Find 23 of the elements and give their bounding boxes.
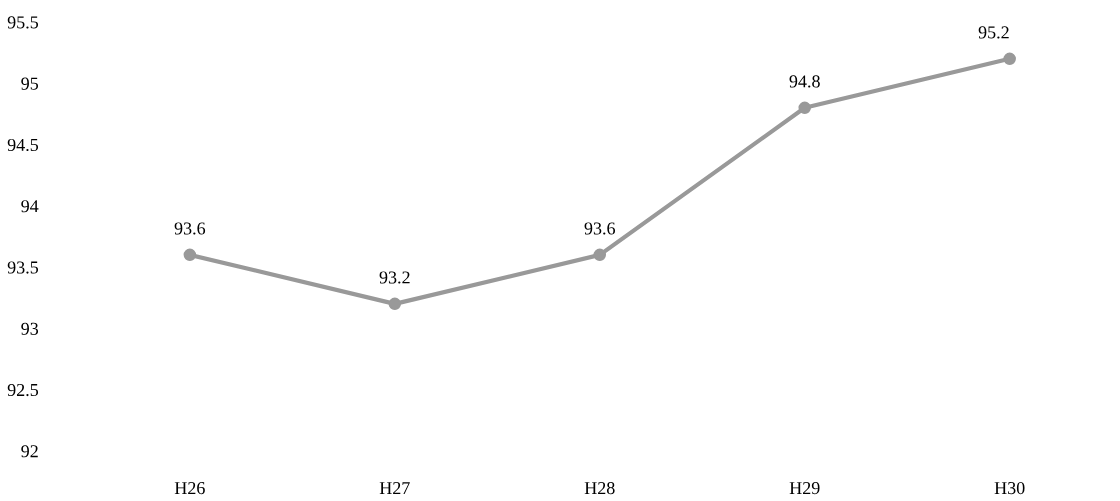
y-tick-label: 95.5: [7, 16, 39, 29]
y-tick-label: 92.5: [7, 383, 39, 397]
point: [388, 297, 402, 311]
data-label: 95.2: [978, 26, 1009, 39]
x-tick-label: H28: [584, 481, 615, 495]
x-tick-label: H27: [379, 482, 410, 494]
data-label: 93.2: [379, 271, 410, 284]
x-tick-label: H26: [174, 482, 205, 495]
point: [183, 248, 197, 262]
point: [593, 248, 607, 262]
x-tick-label: H30: [994, 481, 1025, 495]
y-tick-label: 93: [21, 322, 39, 335]
x-tick-label: H29: [789, 482, 820, 495]
y-tick-label: 93.5: [7, 261, 39, 274]
data-label: 93.6: [584, 222, 616, 235]
data-label: 94.8: [789, 75, 820, 88]
data-label: 93.6: [174, 222, 206, 235]
y-tick-label: 94: [21, 200, 39, 213]
point: [1003, 52, 1016, 66]
y-tick-label: 94.5: [7, 138, 39, 152]
y-tick-label: 92: [21, 445, 38, 458]
y-tick-label: 95: [21, 77, 39, 90]
point: [798, 101, 811, 115]
